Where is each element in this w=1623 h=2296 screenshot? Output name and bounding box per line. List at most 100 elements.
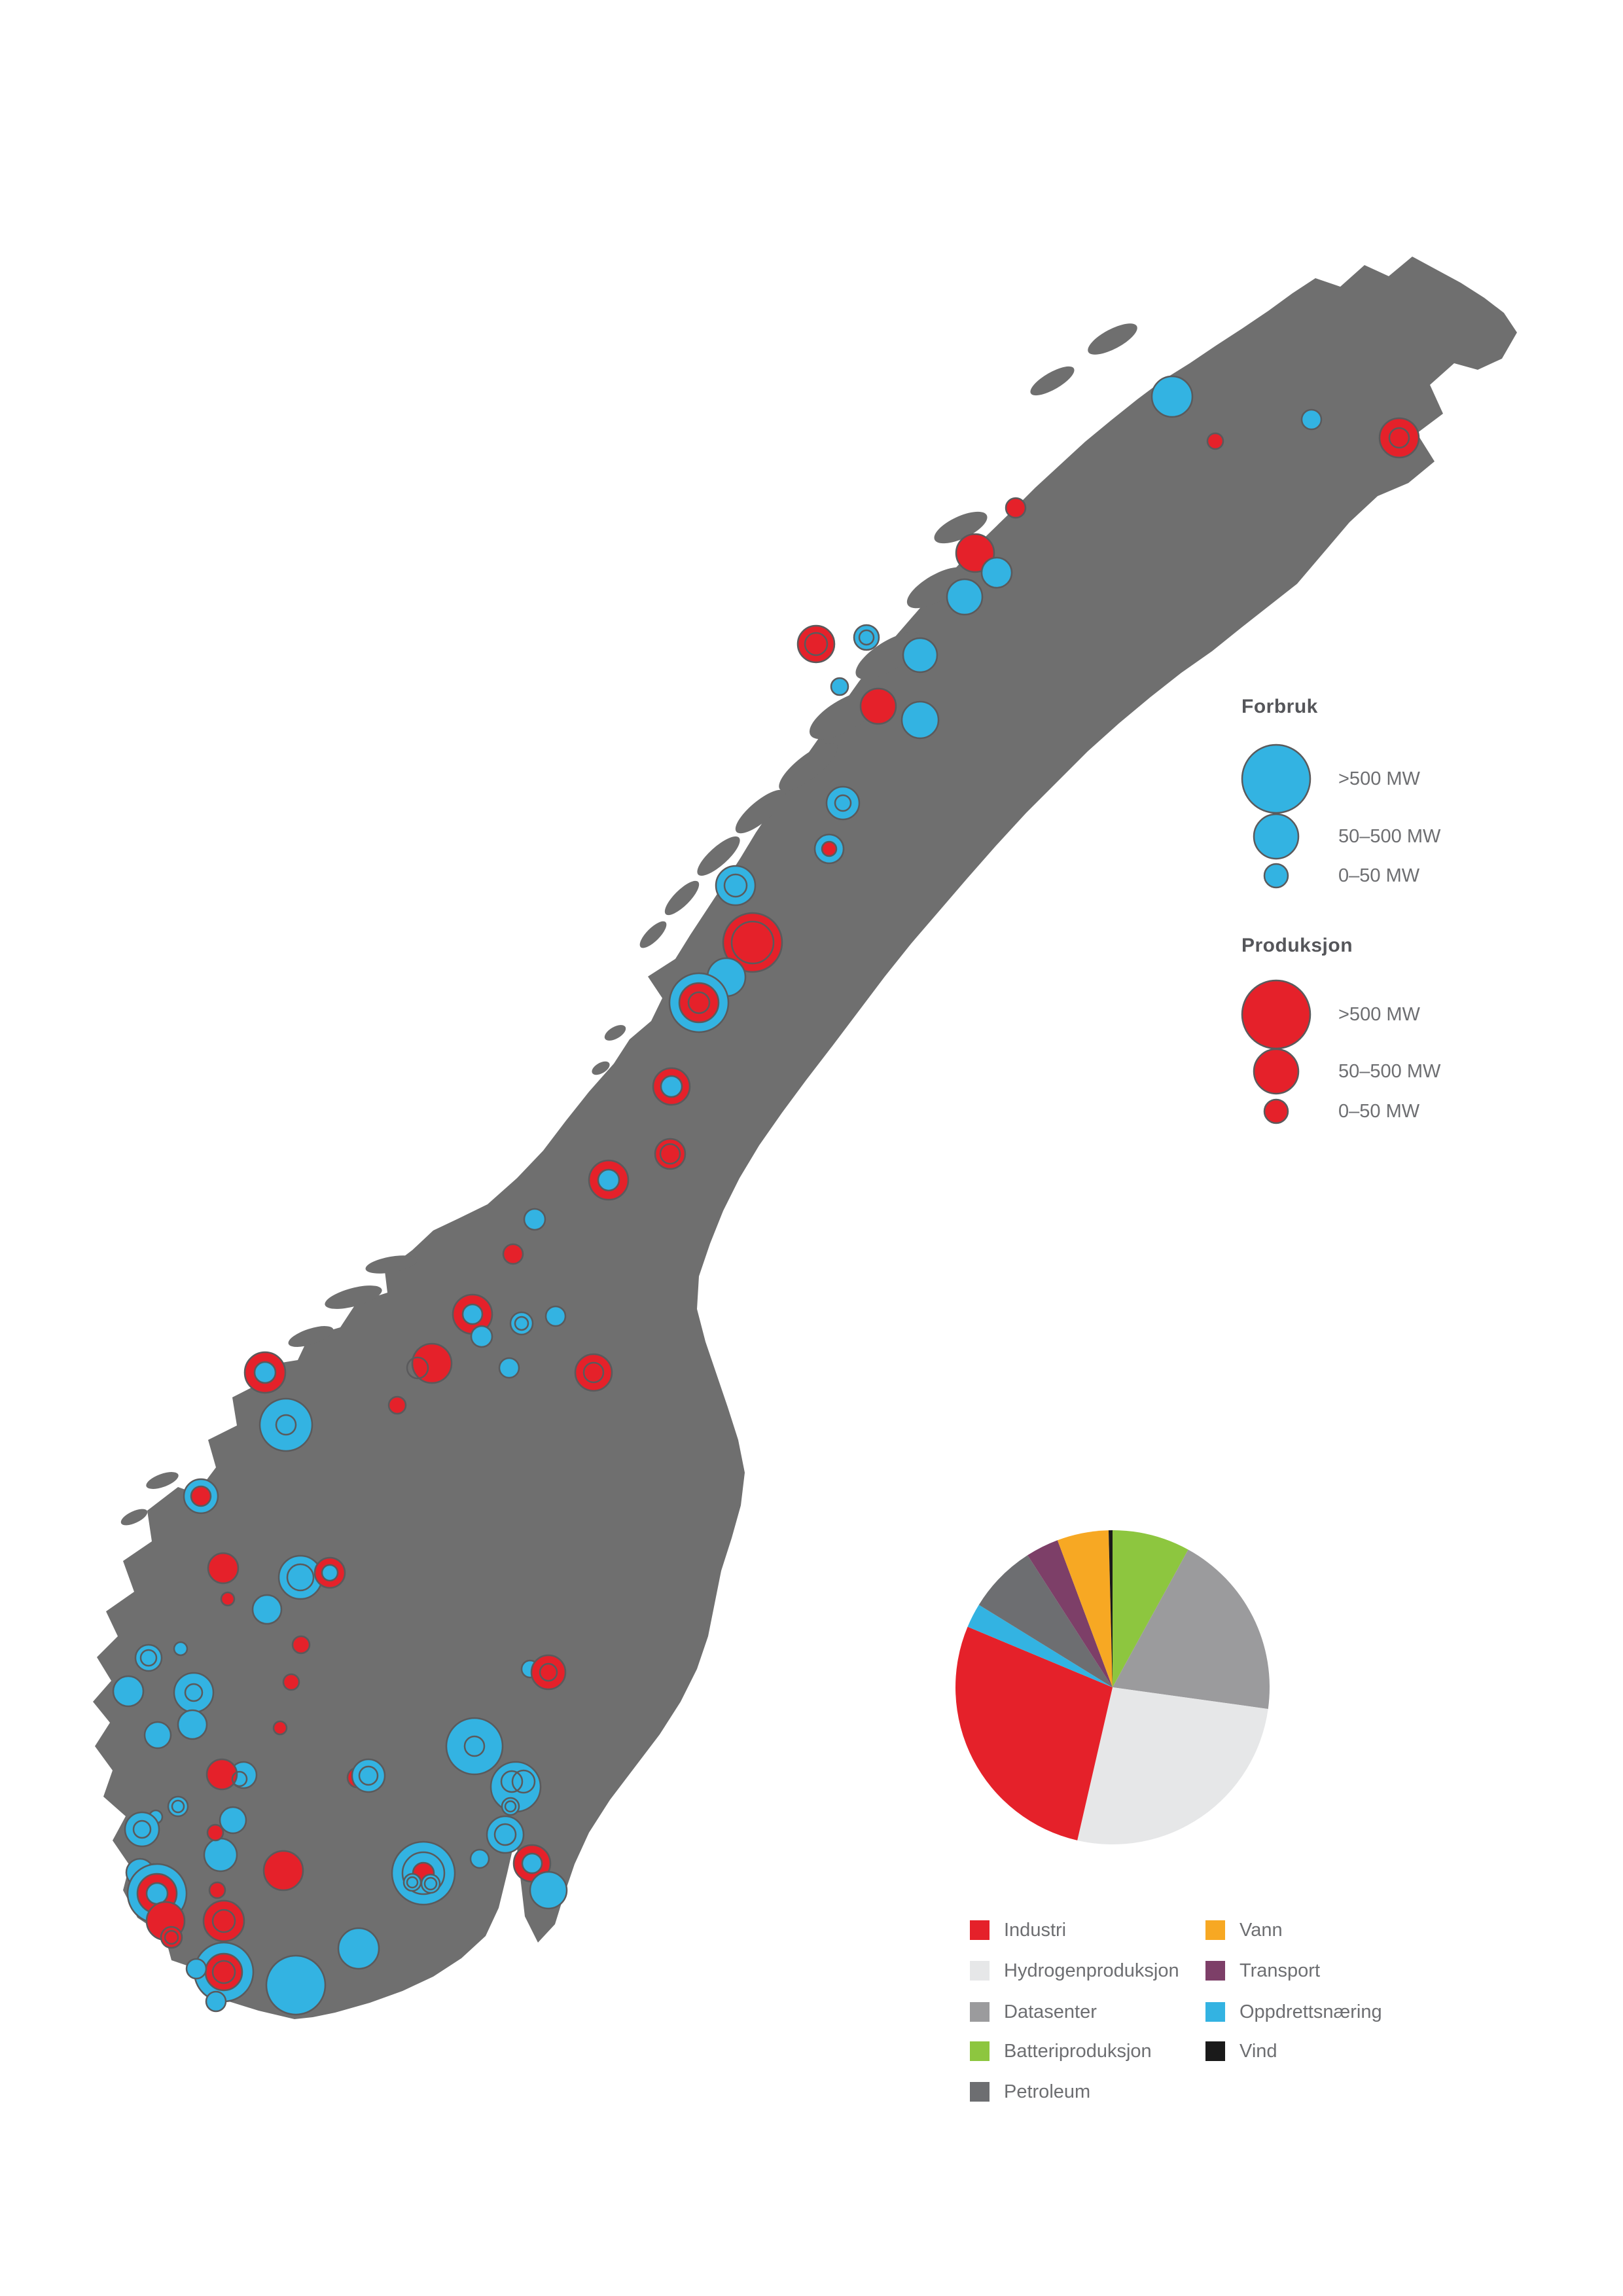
consumption-legend-title: Forbruk [1241, 696, 1318, 717]
production-legend-title: Produksjon [1241, 935, 1353, 956]
map-bubble [277, 1554, 323, 1600]
map-bubble-ring-circle [164, 1929, 179, 1945]
pie-legend-label: Vind [1240, 2041, 1277, 2062]
island [906, 567, 968, 609]
map-bubble [134, 1643, 163, 1672]
map-bubble [208, 1881, 226, 1899]
island [697, 836, 740, 876]
map-bubble-ring-circle [834, 794, 852, 812]
map-bubble [205, 1758, 238, 1791]
map-bubble-ring-circle [493, 1823, 517, 1846]
map-bubble [588, 1159, 630, 1201]
map-bubble-ring-circle [659, 1143, 681, 1165]
map-bubble-consumption-circle [830, 677, 849, 696]
pie-legend-item: Transport [1205, 1960, 1320, 1981]
map-bubble [1150, 375, 1194, 418]
map-bubble-consumption-circle [143, 1721, 172, 1749]
map-bubble [946, 578, 984, 616]
map-bubble-consumption-circle [351, 1758, 386, 1793]
map-bubble-consumption-circle [205, 1990, 227, 2013]
island [779, 743, 838, 791]
map-bubble-production-circle [262, 1850, 304, 1892]
map-bubble [498, 1357, 520, 1379]
map-bubble-consumption-circle [470, 1325, 493, 1348]
map-bubble [272, 1720, 288, 1736]
pie-slice-datasenter [1113, 1549, 1270, 1710]
map-bubble [173, 1672, 215, 1713]
map-bubble [282, 1673, 300, 1691]
map-bubble-production-circle [282, 1673, 300, 1691]
map-bubble [420, 1873, 441, 1894]
pie-legend-swatch [1205, 1920, 1225, 1940]
map-bubble [291, 1635, 311, 1655]
map-bubble [512, 1844, 552, 1883]
pie-legend-swatch [970, 1961, 990, 1981]
map-bubble-consumption-circle [145, 1882, 169, 1905]
pie-legend-label: Oppdrettsnæring [1240, 2001, 1382, 2022]
map-bubble-production-circle [202, 1899, 245, 1943]
pie-slice-hydrogenproduksjon [1077, 1687, 1268, 1844]
map-bubble [203, 1837, 238, 1873]
category-pie-chart [955, 1530, 1270, 1844]
map-bubble-ring-circle [423, 1876, 438, 1891]
consumption-size-label-small: 0–50 MW [1338, 865, 1420, 886]
consumption-size-label-medium: 50–500 MW [1338, 826, 1441, 847]
pie-legend-item: Hydrogenproduksjon [970, 1960, 1179, 1981]
map-bubble-ring-circle [286, 1563, 315, 1592]
map-bubble [1378, 417, 1420, 459]
map-bubble [529, 1871, 568, 1910]
map-bubble [124, 1811, 160, 1848]
map-bubble [668, 972, 730, 1033]
map-bubble-production-circle [291, 1635, 311, 1655]
pie-slice-petroleum [978, 1555, 1113, 1687]
map-bubble [143, 1721, 172, 1749]
map-bubble [207, 1552, 240, 1585]
map-bubble-production-circle [204, 1952, 243, 1992]
pie-legend-item: Vann [1205, 1920, 1283, 1941]
map-bubble-consumption-circle [173, 1641, 188, 1657]
map-bubble-consumption-circle [523, 1208, 546, 1231]
map-bubble-consumption-circle [1300, 408, 1323, 431]
island [1030, 366, 1075, 396]
pie-legend-label: Batteriproduksjon [1004, 2041, 1152, 2062]
island [146, 1472, 179, 1489]
pie-legend-label: Industri [1004, 1920, 1067, 1941]
map-bubble-production-circle [859, 687, 897, 725]
map-bubble [265, 1954, 327, 2016]
map-bubble-consumption-circle [902, 637, 938, 673]
map-bubble-production-circle [387, 1395, 407, 1415]
map-bubble-consumption-circle [825, 785, 861, 821]
map-bubble [509, 1311, 534, 1336]
map-bubble [202, 1899, 245, 1943]
map-bubble [859, 687, 897, 725]
pie-legend-swatch [970, 2002, 990, 2022]
map-bubble-consumption-circle [251, 1594, 283, 1625]
map-bubble-production-circle [678, 982, 720, 1024]
map-bubble [219, 1806, 247, 1835]
consumption-size-label-large: >500 MW [1338, 768, 1420, 789]
map-bubble [1300, 408, 1323, 431]
map-bubble-production-circle [207, 1552, 240, 1585]
production-size-circle [1263, 1098, 1289, 1124]
map-bubble-consumption-circle [167, 1795, 189, 1818]
map-bubble-consumption-circle [660, 1075, 683, 1098]
map-bubble [112, 1675, 145, 1708]
map-bubble [205, 1990, 227, 2013]
map-bubble-production-circle [208, 1881, 226, 1899]
map-bubble-ring-circle [500, 1770, 524, 1793]
pie-slice-oppdrettsnæring [967, 1604, 1113, 1687]
map-bubble-consumption-circle [259, 1397, 313, 1452]
map-bubble-consumption-circle [185, 1958, 207, 1980]
map-bubble-ring-circle [504, 1800, 517, 1813]
map-bubble-ring-circle [184, 1683, 204, 1702]
map-bubble [500, 1770, 524, 1793]
pie-legend-item: Vind [1205, 2041, 1277, 2062]
production-size-circle [1253, 1048, 1300, 1095]
map-bubble-production-circle [574, 1353, 613, 1392]
map-bubble [486, 1815, 525, 1854]
map-bubble [251, 1594, 283, 1625]
production-size-label-large: >500 MW [1338, 1004, 1420, 1025]
map-bubble-ring-circle [511, 1769, 536, 1794]
production-size-label-medium: 50–500 MW [1338, 1061, 1441, 1082]
map-bubble-production-circle [530, 1654, 567, 1691]
